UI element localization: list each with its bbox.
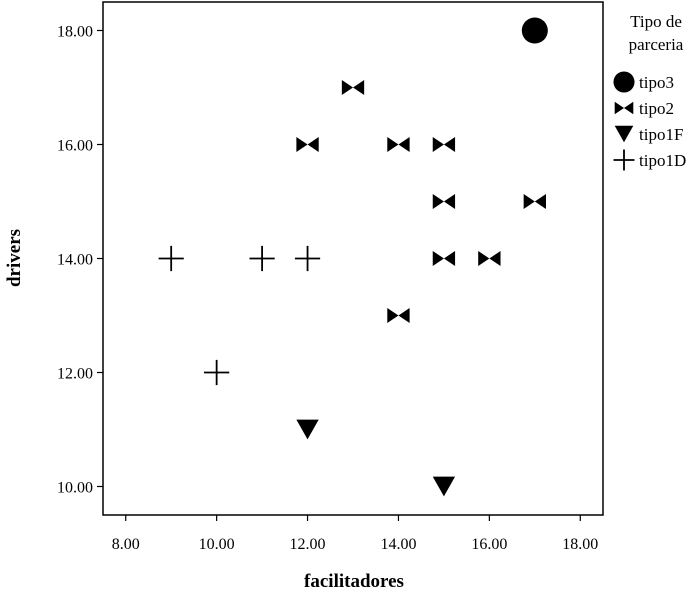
x-tick-label-12-00: 12.00	[290, 536, 326, 553]
point-tipo1d-2	[294, 245, 321, 272]
series-tipo1f	[296, 419, 456, 497]
point-tipo2-5	[523, 193, 546, 210]
legend-item-tipo1f: tipo1F	[614, 125, 683, 144]
point-tipo1d-3	[204, 359, 230, 386]
point-tipo2-2	[387, 136, 410, 153]
point-tipo2-3	[432, 136, 456, 153]
legend-label-tipo3: tipo3	[639, 73, 674, 92]
legend-item-tipo3: tipo3	[613, 71, 674, 93]
plot-area: 8.00 10.00 12.00 14.00 16.00 18.00 10.00 12.00…	[57, 1, 604, 553]
x-axis-title: facilitadores	[304, 571, 404, 591]
series-tipo3	[521, 17, 548, 44]
legend-marker-tipo1d	[613, 149, 635, 171]
point-tipo2-1	[296, 136, 319, 153]
point-tipo2-6	[432, 250, 456, 267]
legend-item-tipo1d: tipo1D	[613, 149, 686, 171]
x-tick-label-18-00: 18.00	[562, 536, 598, 553]
y-axis-title: drivers	[4, 229, 25, 287]
legend-label-tipo2: tipo2	[639, 99, 674, 118]
y-axis-ticks: 10.00 12.00 14.00 16.00 18.00	[57, 24, 103, 497]
y-tick-label-14-00: 14.00	[57, 252, 93, 269]
x-tick-label-16-00: 16.00	[471, 536, 507, 553]
series-tipo2	[296, 79, 546, 324]
legend-label-tipo1f: tipo1F	[639, 125, 683, 144]
point-tipo2-8	[387, 307, 410, 324]
y-tick-label-18-00: 18.00	[57, 24, 93, 41]
y-tick-label-16-00: 16.00	[57, 138, 93, 155]
y-tick-label-10-00: 10.00	[57, 480, 93, 497]
x-tick-label-10-00: 10.00	[199, 536, 235, 553]
point-tipo1d-1	[249, 245, 275, 272]
x-axis-ticks: 8.00 10.00 12.00 14.00 16.00 18.00	[112, 515, 598, 553]
x-tick-label-14-00: 14.00	[380, 536, 416, 553]
legend: Tipo de parceria tipo3 tipo2 tipo1F tipo1D	[613, 12, 686, 171]
point-tipo1f-0	[296, 419, 319, 440]
point-tipo1f-1	[432, 476, 456, 497]
y-tick-label-12-00: 12.00	[57, 366, 93, 383]
legend-marker-tipo2	[614, 101, 634, 115]
point-tipo1d-0	[158, 245, 184, 272]
x-tick-label-8-00: 8.00	[112, 536, 140, 553]
legend-title-line-2: parceria	[629, 35, 684, 54]
legend-label-tipo1d: tipo1D	[639, 151, 686, 170]
legend-marker-tipo1f	[614, 125, 634, 143]
data-points	[158, 17, 548, 497]
series-tipo1d	[158, 245, 321, 386]
point-tipo2-0	[341, 79, 365, 96]
legend-title-line-1: Tipo de	[630, 12, 682, 31]
legend-marker-tipo3	[613, 71, 635, 93]
point-tipo2-4	[432, 193, 456, 210]
legend-item-tipo2: tipo2	[614, 99, 674, 118]
legend-items: tipo3 tipo2 tipo1F tipo1D	[613, 71, 686, 171]
point-tipo2-7	[478, 250, 501, 267]
point-tipo3-0	[521, 17, 548, 44]
